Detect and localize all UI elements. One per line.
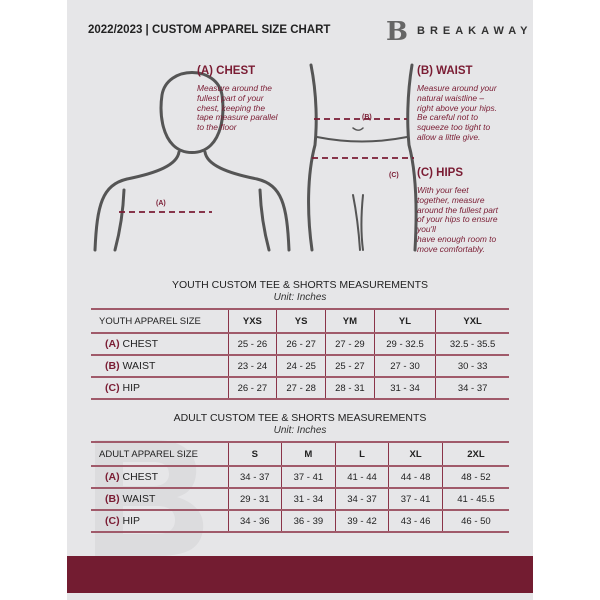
measurement-cell: 25 - 26 bbox=[227, 332, 277, 356]
size-label-header: YOUTH APPAREL SIZE bbox=[91, 308, 228, 334]
size-header: YM bbox=[325, 308, 375, 334]
measurement-cell: 41 - 45.5 bbox=[441, 487, 509, 511]
waist-description: Measure around your natural waistline – ri… bbox=[417, 83, 498, 142]
table-row: (B) WAIST 23 - 24 24 - 25 25 - 27 27 - 30 30 … bbox=[91, 354, 509, 378]
measurement-letter: (B) bbox=[105, 360, 120, 372]
measurement-cell: 46 - 50 bbox=[441, 509, 509, 533]
footer-band bbox=[67, 556, 533, 593]
measurement-name: WAIST bbox=[122, 360, 156, 372]
table-row: (C) HIP 34 - 36 36 - 39 39 - 42 43 - 46 46 - … bbox=[91, 509, 509, 533]
measurement-cell: 27 - 30 bbox=[373, 354, 436, 378]
measurement-cell: 25 - 27 bbox=[325, 354, 375, 378]
brand-logo-icon: B bbox=[386, 17, 408, 47]
head-outline bbox=[159, 71, 225, 154]
measurement-label: (B) WAIST bbox=[91, 354, 228, 378]
measurement-cell: 31 - 34 bbox=[281, 487, 336, 511]
measurement-cell: 39 - 42 bbox=[334, 509, 389, 533]
adult-table-unit: Unit: Inches bbox=[273, 425, 327, 436]
measurement-label: (C) HIP bbox=[91, 376, 228, 400]
youth-table-unit: Unit: Inches bbox=[273, 292, 327, 303]
measurement-label: (B) WAIST bbox=[91, 487, 228, 511]
measurement-cell: 31 - 34 bbox=[373, 376, 436, 400]
hips-description: With your feet together, measure around th… bbox=[417, 185, 499, 254]
size-header: M bbox=[281, 441, 336, 467]
measurement-label: (C) HIP bbox=[91, 509, 228, 533]
measurement-cell: 23 - 24 bbox=[227, 354, 277, 378]
measurement-cell: 27 - 28 bbox=[276, 376, 326, 400]
adult-table-title: ADULT CUSTOM TEE & SHORTS MEASUREMENTS bbox=[173, 412, 427, 424]
measurement-letter: (C) bbox=[105, 382, 120, 394]
table-row: (C) HIP 26 - 27 27 - 28 28 - 31 31 - 34 34 - … bbox=[91, 376, 509, 400]
measurement-cell: 26 - 27 bbox=[227, 376, 277, 400]
size-label-header: ADULT APPAREL SIZE bbox=[91, 441, 228, 467]
measurement-cell: 28 - 31 bbox=[325, 376, 375, 400]
measurement-cell: 48 - 52 bbox=[441, 465, 509, 489]
measurement-cell: 36 - 39 bbox=[281, 509, 336, 533]
hip-marker: (C) bbox=[389, 172, 399, 179]
measurement-name: CHEST bbox=[122, 471, 159, 483]
measurement-letter: (C) bbox=[105, 515, 120, 527]
adult-size-table: ADULT APPAREL SIZE S M L XL 2XL (A) CHEST 34 - … bbox=[91, 441, 509, 533]
measurement-cell: 34 - 36 bbox=[227, 509, 282, 533]
brand-name: BREAKAWAY bbox=[417, 25, 533, 37]
measurement-name: CHEST bbox=[122, 338, 159, 350]
size-header: 2XL bbox=[441, 441, 509, 467]
measurement-letter: (A) bbox=[105, 338, 120, 350]
waist-heading: (B) WAIST bbox=[417, 65, 473, 77]
size-header: L bbox=[334, 441, 389, 467]
measurement-cell: 37 - 41 bbox=[388, 487, 443, 511]
measurement-cell: 30 - 33 bbox=[435, 354, 509, 378]
table-header-row: ADULT APPAREL SIZE S M L XL 2XL bbox=[91, 441, 509, 467]
size-header: YL bbox=[373, 308, 436, 334]
measurement-cell: 44 - 48 bbox=[388, 465, 443, 489]
table-row: (A) CHEST 25 - 26 26 - 27 27 - 29 29 - 32.5 3… bbox=[91, 332, 509, 356]
torso-left bbox=[307, 63, 318, 252]
table-row: (A) CHEST 34 - 37 37 - 41 41 - 44 44 - 48 48 … bbox=[91, 465, 509, 489]
chest-description: Measure around the fullest part of your ch… bbox=[197, 83, 278, 133]
measurement-cell: 41 - 44 bbox=[334, 465, 389, 489]
measurement-name: HIP bbox=[122, 382, 141, 394]
measurement-cell: 34 - 37 bbox=[227, 465, 282, 489]
waist-marker: (B) bbox=[362, 114, 372, 121]
measurement-cell: 34 - 37 bbox=[334, 487, 389, 511]
size-header: YXS bbox=[227, 308, 277, 334]
measurement-cell: 26 - 27 bbox=[276, 332, 326, 356]
chest-heading: (A) CHEST bbox=[197, 65, 256, 77]
measurement-name: HIP bbox=[122, 515, 141, 527]
table-header-row: YOUTH APPAREL SIZE YXS YS YM YL YXL bbox=[91, 308, 509, 334]
size-header: S bbox=[227, 441, 282, 467]
measurement-letter: (B) bbox=[105, 493, 120, 505]
measurement-label: (A) CHEST bbox=[91, 465, 228, 489]
measurement-cell: 29 - 32.5 bbox=[373, 332, 436, 356]
measurement-cell: 34 - 37 bbox=[435, 376, 509, 400]
size-header: YXL bbox=[435, 308, 509, 334]
measurement-cell: 27 - 29 bbox=[325, 332, 375, 356]
size-header: XL bbox=[388, 441, 443, 467]
measurement-name: WAIST bbox=[122, 493, 156, 505]
table-row: (B) WAIST 29 - 31 31 - 34 34 - 37 37 - 41 41 … bbox=[91, 487, 509, 511]
page-title: 2022/2023 | CUSTOM APPAREL SIZE CHART bbox=[88, 24, 331, 36]
youth-table-title: YOUTH CUSTOM TEE & SHORTS MEASUREMENTS bbox=[171, 279, 429, 291]
body-figures-illustration bbox=[93, 63, 418, 252]
measurement-label: (A) CHEST bbox=[91, 332, 228, 356]
measurement-cell: 29 - 31 bbox=[227, 487, 282, 511]
measurement-cell: 37 - 41 bbox=[281, 465, 336, 489]
youth-size-table: YOUTH APPAREL SIZE YXS YS YM YL YXL (A) CHEST 2… bbox=[91, 308, 509, 400]
hips-heading: (C) HIPS bbox=[417, 167, 463, 179]
measurement-cell: 24 - 25 bbox=[276, 354, 326, 378]
measurement-cell: 43 - 46 bbox=[388, 509, 443, 533]
measurement-cell: 32.5 - 35.5 bbox=[435, 332, 509, 356]
measurement-letter: (A) bbox=[105, 471, 120, 483]
chest-marker: (A) bbox=[156, 200, 166, 207]
size-header: YS bbox=[276, 308, 326, 334]
